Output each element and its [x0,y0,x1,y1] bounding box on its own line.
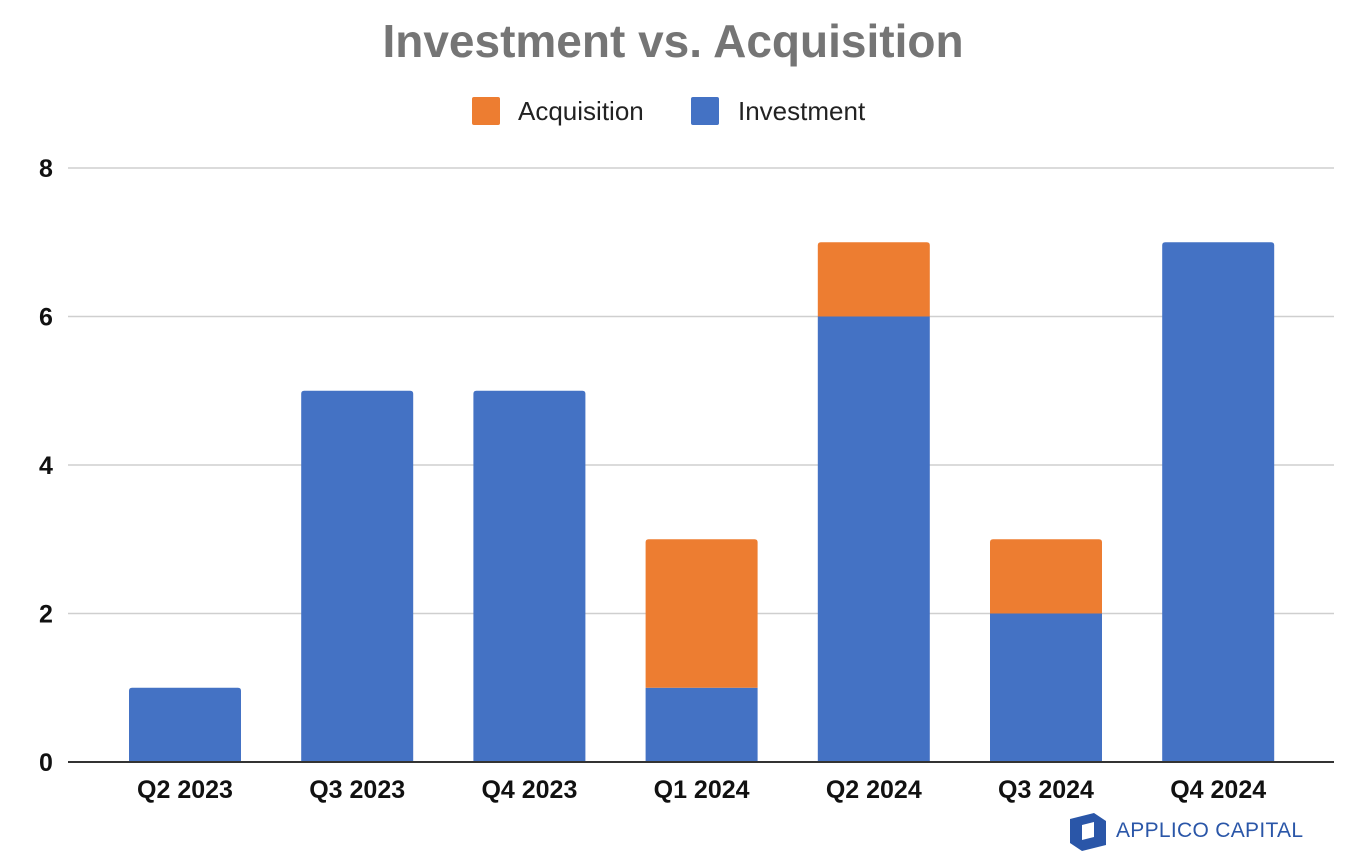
legend-label: Investment [738,96,866,126]
bar-investment-q2-2023 [129,687,241,762]
x-tick-label: Q1 2024 [654,776,750,804]
y-axis-ticks: 0 2 4 6 8 [39,155,53,777]
bar-acquisition-q3-2024 [990,539,1102,614]
x-tick-label: Q2 2023 [137,776,233,804]
legend: Acquisition Investment [472,96,866,126]
gridlines [68,167,1334,615]
bar-acquisition-q1-2024 [645,539,758,688]
brand-logo: APPLICO CAPITAL [1068,810,1303,852]
x-tick-label: Q4 2024 [1170,776,1266,804]
x-tick-label: Q3 2024 [998,776,1094,804]
bar-investment-q4-2024 [1162,242,1275,762]
bar-investment-q3-2024 [990,613,1102,762]
legend-item-investment: Investment [691,96,866,126]
legend-item-acquisition: Acquisition [472,96,644,126]
bar-investment-q2-2024 [817,316,930,762]
chart-title: Investment vs. Acquisition [382,15,964,67]
legend-swatch [691,97,719,125]
x-tick-label: Q4 2023 [481,776,577,804]
applico-logo-icon [1070,813,1106,851]
brand-name: APPLICO CAPITAL [1116,819,1304,842]
bar-investment-q3-2023 [301,390,414,762]
x-axis-ticks: Q2 2023 Q3 2023 Q4 2023 Q1 2024 Q2 2024 Q3 20… [137,776,1266,804]
y-tick-label: 4 [39,452,53,480]
bar-acquisition-q2-2024 [817,242,930,317]
y-tick-label: 2 [39,601,53,629]
legend-label: Acquisition [518,96,644,126]
legend-swatch [472,97,500,125]
y-tick-label: 6 [39,304,53,332]
bars [129,242,1275,762]
x-tick-label: Q3 2023 [309,776,405,804]
y-tick-label: 8 [39,155,53,183]
y-tick-label: 0 [39,749,53,777]
x-tick-label: Q2 2024 [826,776,922,804]
bar-investment-q1-2024 [645,687,758,762]
bar-investment-q4-2023 [473,390,586,762]
